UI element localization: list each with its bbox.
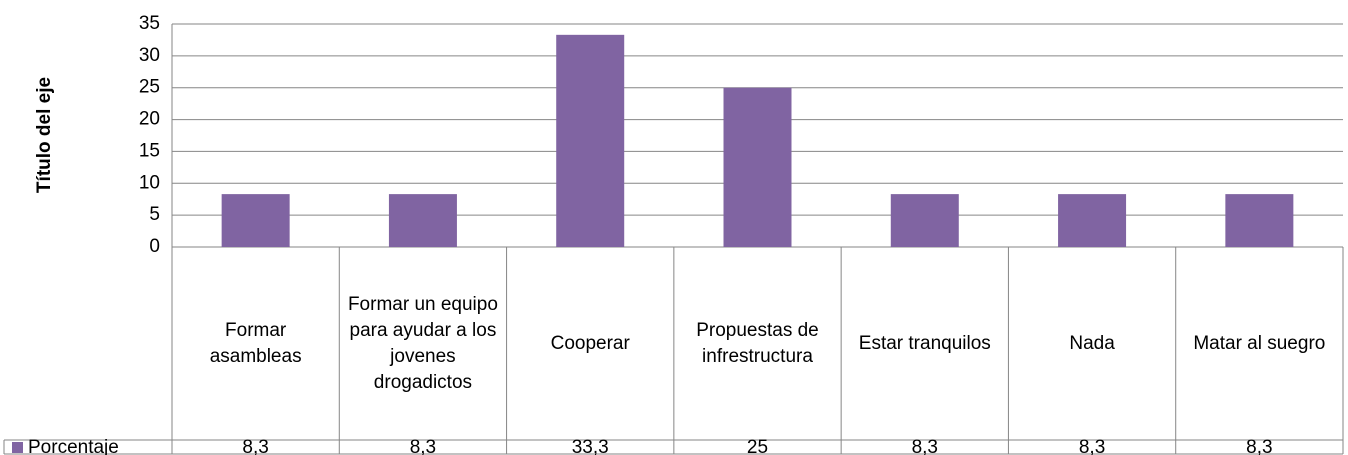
bar (890, 194, 959, 247)
data-table-value: 8,3 (1246, 437, 1272, 455)
y-axis-title: Título del eje (34, 77, 55, 193)
bar (556, 34, 625, 248)
x-tick-label: Formar un equipo para ayudar a los joven… (347, 293, 498, 393)
y-tick-label: 35 (139, 13, 160, 34)
x-tick-label: Nada (1069, 332, 1115, 354)
y-tick-label: 10 (139, 172, 160, 193)
y-tick-label: 5 (149, 204, 160, 225)
bar (1225, 194, 1294, 247)
y-tick-label: 30 (139, 45, 160, 66)
y-tick-label: 0 (149, 236, 160, 257)
data-table-value: 8,3 (242, 437, 268, 455)
data-table-value: 25 (747, 437, 768, 455)
data-table-value: 8,3 (410, 437, 436, 455)
data-table-value: 33,3 (572, 437, 609, 455)
legend-label: Porcentaje (28, 437, 119, 455)
x-tick-label: Propuestas de infrestructura (696, 319, 819, 367)
y-tick-label: 15 (139, 140, 160, 161)
bar (388, 194, 457, 247)
bar (1058, 194, 1127, 247)
x-tick-label: Cooperar (550, 332, 630, 354)
data-table-value: 8,3 (1079, 437, 1105, 455)
data-table-value: 8,3 (912, 437, 938, 455)
y-tick-label: 25 (139, 77, 160, 98)
bar (221, 194, 290, 247)
legend-swatch (12, 442, 23, 453)
x-tick-label: Estar tranquilos (858, 332, 991, 354)
bar (723, 87, 792, 247)
x-tick-label: Matar al suegro (1193, 332, 1326, 354)
y-tick-label: 20 (139, 109, 160, 130)
x-tick-label: Formar asambleas (209, 319, 302, 367)
